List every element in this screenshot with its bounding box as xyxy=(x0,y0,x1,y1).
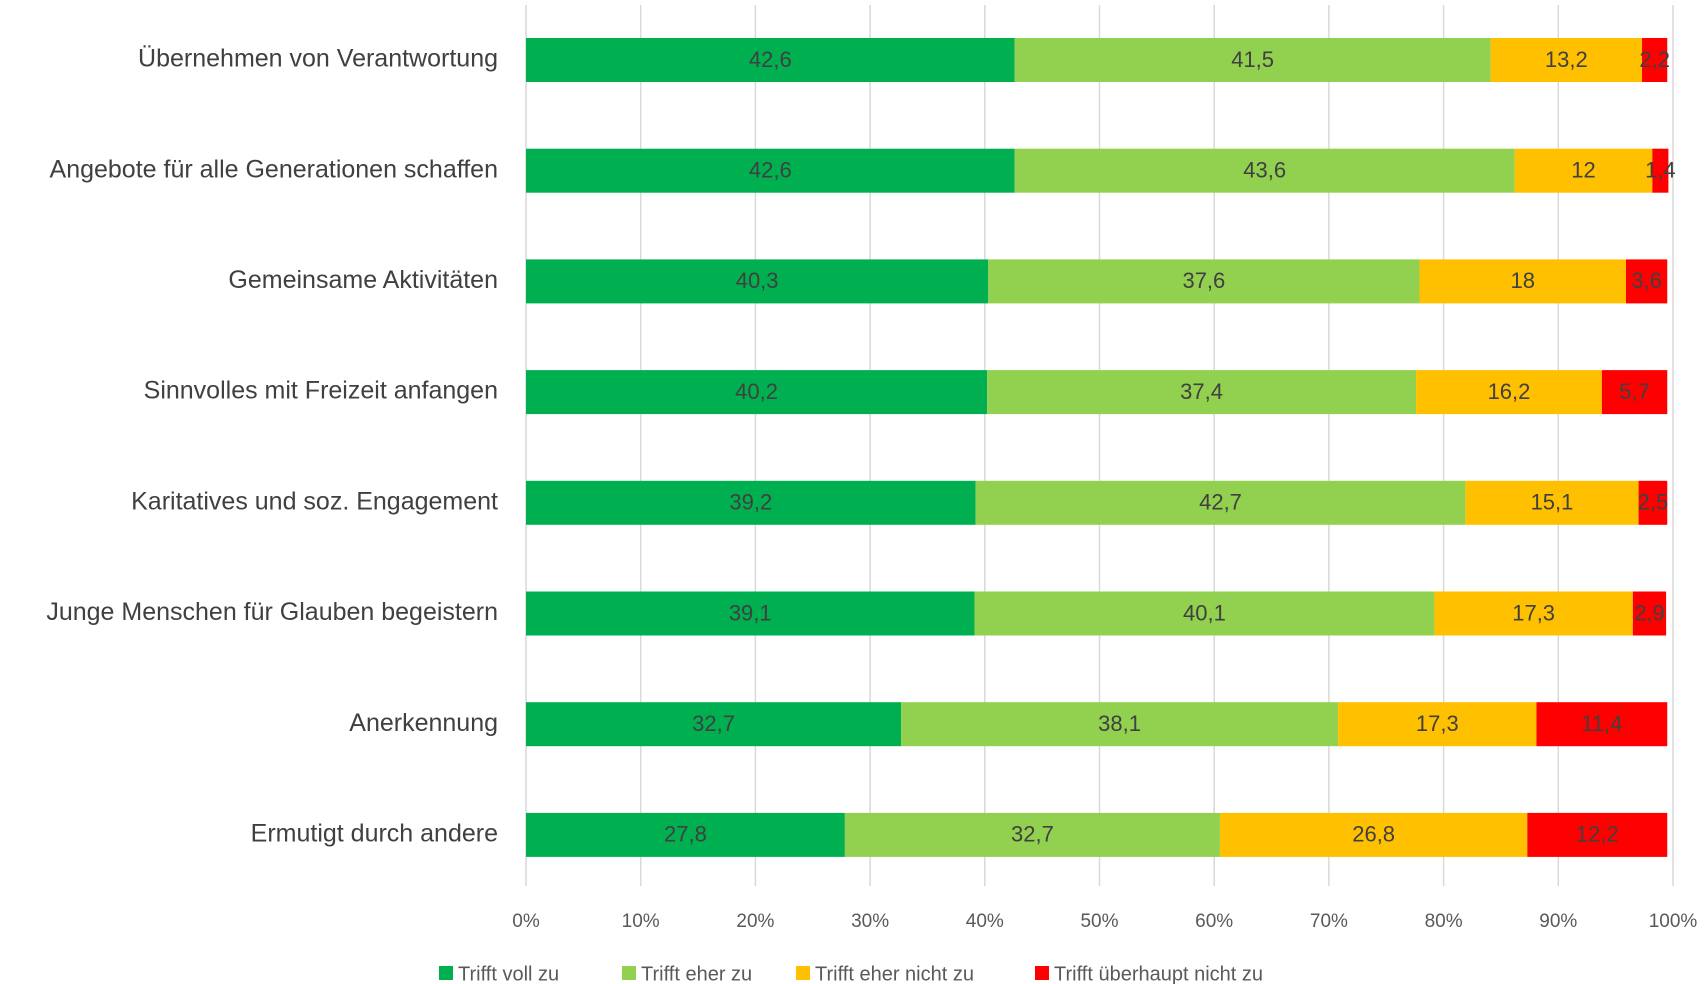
data-label: 11,4 xyxy=(1581,711,1622,736)
legend-label: Trifft voll zu xyxy=(458,963,559,984)
data-label: 16,2 xyxy=(1488,379,1531,404)
bar-segment xyxy=(526,591,975,636)
data-label: 17,3 xyxy=(1416,711,1459,736)
data-label: 18 xyxy=(1511,268,1535,293)
x-tick-label: 10% xyxy=(622,911,660,932)
bar-segment xyxy=(975,480,1466,525)
bar-segment xyxy=(987,370,1417,415)
category-label: Gemeinsame Aktivitäten xyxy=(228,266,498,294)
bar-segment xyxy=(1014,38,1491,82)
bar-segment xyxy=(1652,148,1669,193)
bar-segment xyxy=(1642,38,1668,82)
data-label: 41,5 xyxy=(1231,47,1274,72)
category-label: Junge Menschen für Glauben begeistern xyxy=(46,598,498,626)
data-label: 15,1 xyxy=(1531,490,1574,515)
category-label: Übernehmen von Verantwortung xyxy=(138,45,498,73)
bar-segment xyxy=(526,480,976,525)
category-label: Karitatives und soz. Engagement xyxy=(131,487,498,515)
x-tick-label: 30% xyxy=(851,911,889,932)
bar-segment xyxy=(1638,480,1668,525)
data-label: 40,3 xyxy=(736,268,779,293)
bar-segment xyxy=(1536,702,1668,747)
data-label: 42,6 xyxy=(749,158,792,183)
data-label: 2,5 xyxy=(1638,490,1669,515)
data-label: 43,6 xyxy=(1243,158,1286,183)
legend-swatch xyxy=(1035,966,1049,980)
data-label: 32,7 xyxy=(692,711,735,736)
bar-segment xyxy=(1434,591,1633,636)
legend-swatch xyxy=(622,966,636,980)
bar-segment xyxy=(526,370,988,415)
legend-label: Trifft eher zu xyxy=(641,963,752,984)
data-label: 42,6 xyxy=(749,47,792,72)
data-label: 3,6 xyxy=(1631,268,1662,293)
bar-segment xyxy=(1632,591,1667,636)
x-tick-label: 20% xyxy=(736,911,774,932)
category-label: Angebote für alle Generationen schaffen xyxy=(50,155,498,183)
data-label: 27,8 xyxy=(664,822,707,847)
x-tick-label: 90% xyxy=(1539,911,1577,932)
legend-label: Trifft eher nicht zu xyxy=(815,963,974,984)
category-label: Ermutigt durch andere xyxy=(251,820,498,848)
data-label: 17,3 xyxy=(1512,600,1555,625)
bar-segment xyxy=(1419,259,1626,304)
bar-segment xyxy=(1219,812,1528,857)
x-tick-label: 60% xyxy=(1195,911,1233,932)
bar-segment xyxy=(1416,370,1602,415)
x-tick-label: 100% xyxy=(1649,911,1698,932)
data-label: 13,2 xyxy=(1545,47,1588,72)
bar-segment xyxy=(1014,148,1515,193)
bar-segment xyxy=(526,148,1015,193)
category-label: Sinnvolles mit Freizeit anfangen xyxy=(144,377,498,405)
bar-segment xyxy=(844,812,1220,857)
bar-segment xyxy=(526,702,902,747)
x-tick-label: 0% xyxy=(512,911,540,932)
data-label: 39,2 xyxy=(729,490,772,515)
data-label: 40,2 xyxy=(735,379,778,404)
bar-segment xyxy=(1490,38,1643,82)
data-label: 37,4 xyxy=(1180,379,1223,404)
x-tick-label: 40% xyxy=(966,911,1004,932)
x-tick-label: 50% xyxy=(1080,911,1118,932)
data-label: 2,2 xyxy=(1639,47,1670,72)
bar-segment xyxy=(526,38,1015,82)
data-label: 42,7 xyxy=(1199,490,1242,515)
category-label: Anerkennung xyxy=(349,709,498,737)
data-label: 1,4 xyxy=(1645,158,1676,183)
data-label: 40,1 xyxy=(1183,600,1226,625)
bar-segment xyxy=(526,259,989,304)
legend-swatch xyxy=(439,966,453,980)
bar-segment xyxy=(1465,480,1639,525)
bar-segment xyxy=(526,812,845,857)
data-label: 2,9 xyxy=(1634,600,1665,625)
data-label: 5,7 xyxy=(1619,379,1650,404)
bar-segment xyxy=(1338,702,1537,747)
bar-segment xyxy=(1625,259,1668,304)
data-label: 38,1 xyxy=(1098,711,1141,736)
data-label: 26,8 xyxy=(1352,822,1395,847)
legend-swatch xyxy=(796,966,810,980)
data-label: 12,2 xyxy=(1576,822,1619,847)
data-label: 37,6 xyxy=(1182,268,1225,293)
bar-segment xyxy=(974,591,1435,636)
data-label: 32,7 xyxy=(1011,822,1054,847)
x-tick-label: 80% xyxy=(1425,911,1463,932)
x-tick-label: 70% xyxy=(1310,911,1348,932)
bar-segment xyxy=(1514,148,1653,193)
bar-segment xyxy=(1601,370,1668,415)
bar-segment xyxy=(1527,812,1668,857)
data-label: 12 xyxy=(1571,158,1595,183)
data-label: 39,1 xyxy=(729,600,772,625)
bar-segment xyxy=(901,702,1339,747)
legend-label: Trifft überhaupt nicht zu xyxy=(1054,963,1263,984)
bar-segment xyxy=(988,259,1420,304)
